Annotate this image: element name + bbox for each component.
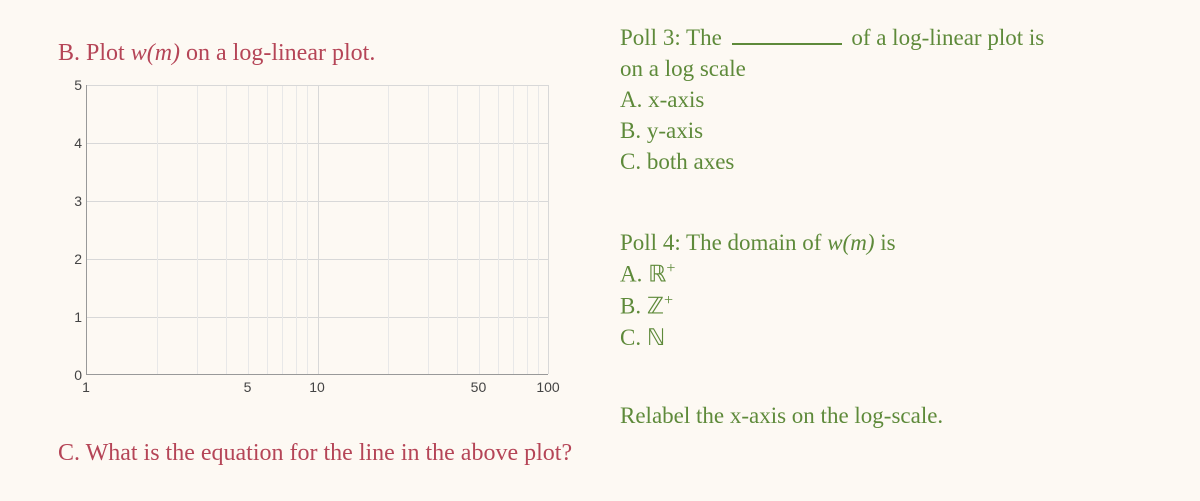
vgrid-minor <box>157 85 158 374</box>
y-tick-label: 0 <box>74 367 82 383</box>
log-linear-chart: 012345151050100 <box>58 85 548 395</box>
poll4-optA-sym: ℝ <box>648 262 666 287</box>
poll3-line2: on a log scale <box>620 56 746 81</box>
poll4-optA-pre: A. <box>620 262 648 287</box>
y-tick-label: 4 <box>74 135 82 151</box>
y-tick-label: 1 <box>74 309 82 325</box>
y-tick-label: 3 <box>74 193 82 209</box>
x-tick-label: 100 <box>536 379 559 395</box>
section-b-text1: Plot <box>86 40 131 66</box>
vgrid-major <box>318 85 319 374</box>
vgrid-minor <box>527 85 528 374</box>
section-b-wm: w(m) <box>131 40 180 66</box>
vgrid-minor <box>388 85 389 374</box>
y-tick-label: 2 <box>74 251 82 267</box>
plot-top-edge <box>87 85 548 86</box>
vgrid-minor <box>513 85 514 374</box>
poll3-line1a: Poll 3: The <box>620 25 728 50</box>
plot-right-edge <box>548 85 549 374</box>
poll4-wm: w(m) <box>827 230 874 255</box>
section-b-prefix: B. <box>58 40 86 66</box>
poll3-optC: C. both axes <box>620 149 734 174</box>
vgrid-minor <box>267 85 268 374</box>
section-b-title: B. Plot w(m) on a log-linear plot. <box>58 40 590 67</box>
poll3-optA: A. x-axis <box>620 87 704 112</box>
section-b-text2: on a log-linear plot. <box>180 40 375 66</box>
section-c-prefix: C. <box>58 440 86 466</box>
poll4-optB-sup: + <box>664 292 673 309</box>
vgrid-minor <box>282 85 283 374</box>
vgrid-minor <box>457 85 458 374</box>
relabel-instruction: Relabel the x-axis on the log-scale. <box>620 403 1170 429</box>
x-tick-label: 50 <box>471 379 487 395</box>
vgrid-minor <box>296 85 297 374</box>
y-tick-label: 5 <box>74 77 82 93</box>
poll-3: Poll 3: The of a log-linear plot is on a… <box>620 22 1170 177</box>
poll4-optB-sym: ℤ <box>647 294 664 319</box>
section-c-text: What is the equation for the line in the… <box>86 440 573 466</box>
poll4-optC-sym: ℕ <box>647 325 665 350</box>
vgrid-minor <box>538 85 539 374</box>
vgrid-minor <box>197 85 198 374</box>
poll4-line1a: Poll 4: The domain of <box>620 230 827 255</box>
relabel-text: Relabel the x-axis on the log-scale. <box>620 403 943 428</box>
poll3-optB: B. y-axis <box>620 118 703 143</box>
vgrid-minor <box>479 85 480 374</box>
poll4-optC-pre: C. <box>620 325 647 350</box>
poll4-line1b: is <box>874 230 895 255</box>
x-tick-label: 5 <box>244 379 252 395</box>
vgrid-minor <box>226 85 227 374</box>
poll4-optA-sup: + <box>666 260 675 277</box>
x-tick-label: 10 <box>309 379 325 395</box>
vgrid-minor <box>307 85 308 374</box>
vgrid-minor <box>248 85 249 374</box>
x-tick-label: 1 <box>82 379 90 395</box>
vgrid-minor <box>428 85 429 374</box>
plot-area <box>86 85 548 375</box>
poll4-optB-pre: B. <box>620 294 647 319</box>
poll-4: Poll 4: The domain of w(m) is A. ℝ+ B. ℤ… <box>620 227 1170 353</box>
poll3-line1b: of a log-linear plot is <box>846 25 1045 50</box>
poll3-blank <box>732 25 842 45</box>
section-c-title: C. What is the equation for the line in … <box>58 440 572 467</box>
vgrid-minor <box>498 85 499 374</box>
